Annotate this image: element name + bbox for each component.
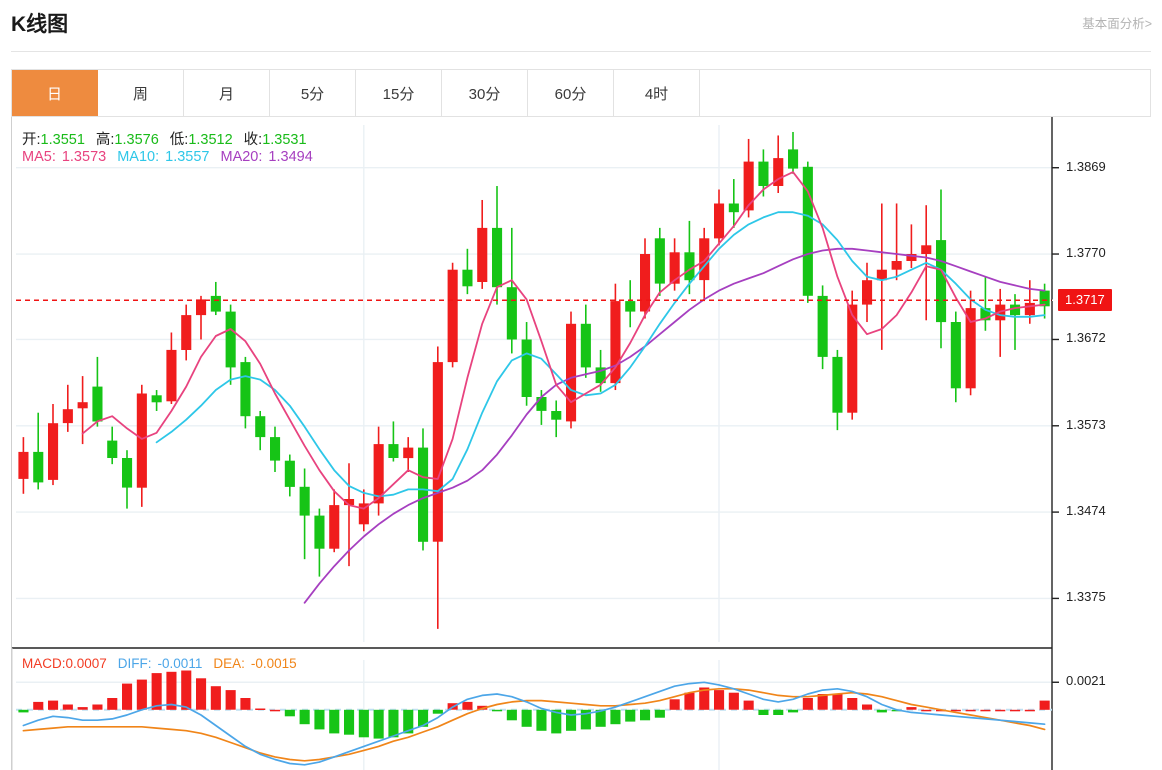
period-tab-bar: 日周月 5分 15分 30分 60分 4时 [11,69,1151,117]
tab-bar-filler [700,70,1150,116]
period-tab-2[interactable]: 月 [184,70,270,116]
price-tick-2: 1.3672 [1066,330,1106,346]
macd-tick-0: 0.0021 [1066,673,1106,689]
fundamental-analysis-link[interactable]: 基本面分析> [1082,17,1152,31]
price-tick-1: 1.3770 [1066,245,1106,261]
period-tab-6[interactable]: 60分 [528,70,614,116]
price-tick-0: 1.3869 [1066,158,1106,174]
period-tab-1[interactable]: 周 [98,70,184,116]
period-tab-0[interactable]: 日 [12,70,98,116]
page-header: K线图 基本面分析> [0,0,1162,52]
page-title: K线图 [11,13,69,36]
price-tick-5: 1.3375 [1066,589,1106,605]
period-tab-4[interactable]: 15分 [356,70,442,116]
period-tab-7[interactable]: 4时 [614,70,700,116]
header-divider [11,51,1151,52]
chart-container [11,117,1151,770]
current-price-tag: 1.3717 [1058,289,1112,312]
period-tab-5[interactable]: 30分 [442,70,528,116]
candlestick-chart[interactable] [12,117,1152,770]
period-tab-3[interactable]: 5分 [270,70,356,116]
price-tick-4: 1.3474 [1066,503,1106,519]
price-tick-3: 1.3573 [1066,416,1106,432]
